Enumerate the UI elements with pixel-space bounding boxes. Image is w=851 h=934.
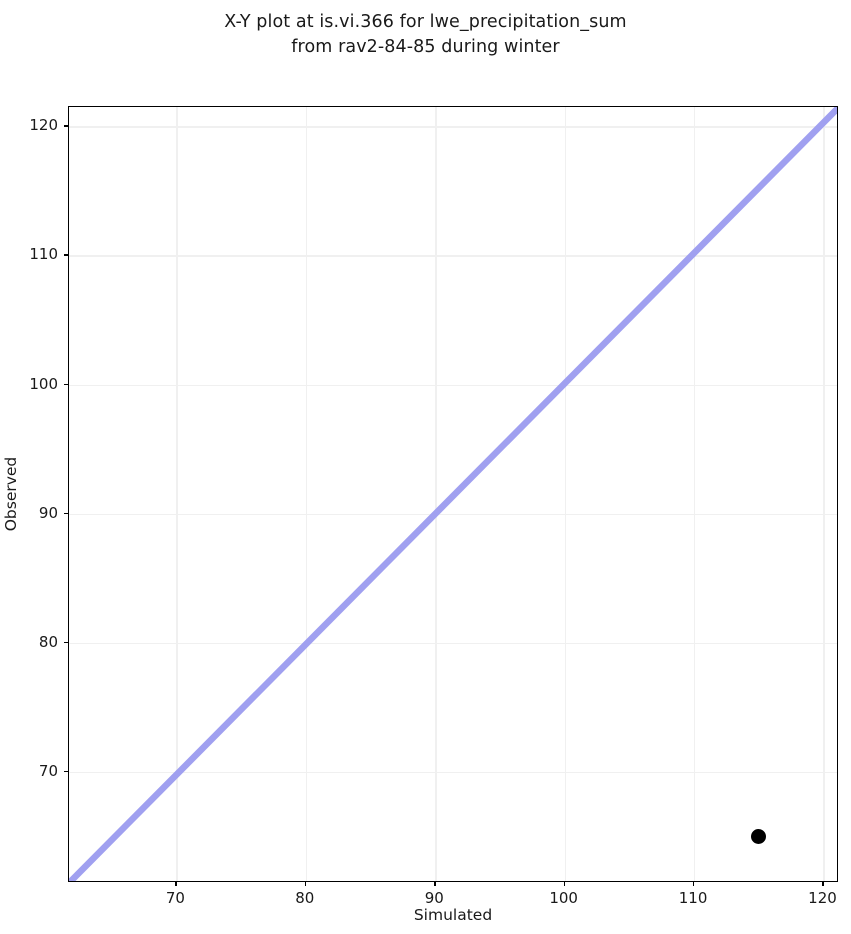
x-tick-label: 110 [678, 889, 708, 907]
x-tick-mark [304, 882, 307, 886]
y-tick-mark [64, 383, 68, 385]
gridline-horizontal [69, 771, 837, 774]
y-tick-mark [64, 641, 68, 644]
plot-area [68, 106, 838, 882]
y-tick-mark [64, 770, 68, 773]
y-tick-label: 110 [29, 245, 58, 264]
gridline-horizontal [69, 126, 837, 128]
gridline-horizontal [69, 513, 837, 516]
x-tick-label: 100 [549, 889, 578, 907]
x-tick-mark [822, 882, 824, 886]
y-axis-label: Observed [2, 456, 20, 532]
gridline-horizontal [69, 384, 837, 386]
x-tick-mark [693, 882, 695, 886]
gridline-vertical [823, 107, 825, 881]
gridline-horizontal [69, 255, 837, 257]
x-tick-label: 120 [808, 889, 837, 907]
y-tick-label: 70 [38, 761, 58, 780]
y-tick-mark [64, 254, 68, 256]
y-tick-label: 80 [38, 632, 58, 651]
x-tick-mark [563, 882, 565, 886]
one-to-one-reference-line [69, 107, 837, 881]
x-tick-mark [434, 882, 436, 886]
y-tick-label: 90 [38, 503, 58, 522]
gridline-horizontal [69, 642, 837, 645]
y-tick-mark [64, 512, 68, 515]
gridline-vertical [176, 107, 178, 881]
y-tick-label: 120 [29, 116, 58, 135]
y-tick-label: 100 [29, 374, 58, 393]
chart-title: X-Y plot at is.vi.366 for lwe_precipitat… [224, 12, 627, 57]
gridline-vertical [435, 107, 437, 881]
gridline-vertical [564, 107, 567, 881]
x-tick-label: 90 [424, 889, 444, 907]
data-point [751, 829, 767, 845]
gridline-vertical [305, 107, 308, 881]
x-tick-label: 70 [165, 889, 185, 907]
x-tick-label: 80 [295, 889, 315, 907]
gridline-vertical [694, 107, 696, 881]
x-tick-mark [175, 882, 177, 886]
y-tick-mark [64, 125, 68, 127]
x-axis-label: Simulated [413, 906, 493, 924]
